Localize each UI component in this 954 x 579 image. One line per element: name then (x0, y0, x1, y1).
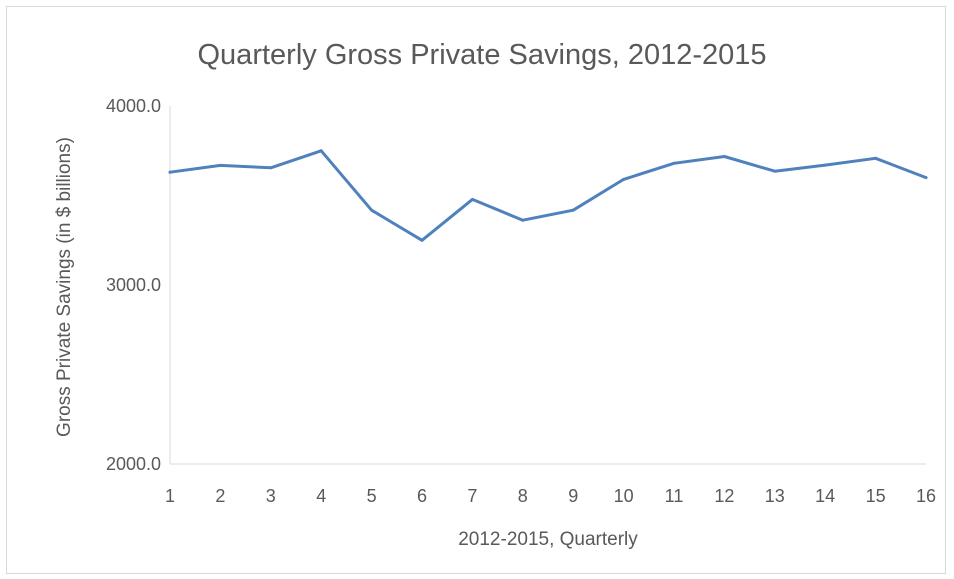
data-point (218, 163, 222, 167)
y-tick-label: 3000.0 (106, 275, 161, 295)
x-tick-label: 7 (467, 486, 477, 506)
x-tick-label: 14 (815, 486, 835, 506)
series-line (168, 149, 928, 242)
data-point (874, 156, 878, 160)
y-tick-label: 4000.0 (106, 96, 161, 116)
x-tick-label: 5 (367, 486, 377, 506)
x-tick-label: 9 (568, 486, 578, 506)
data-point (319, 149, 323, 153)
chart-area (6, 6, 946, 574)
y-tick-label: 2000.0 (106, 454, 161, 474)
x-tick-label: 3 (266, 486, 276, 506)
data-point (470, 197, 474, 201)
data-point (571, 208, 575, 212)
x-tick-label: 2 (215, 486, 225, 506)
x-tick-label: 15 (866, 486, 886, 506)
y-axis-label: Gross Private Savings (in $ billions) (54, 137, 75, 437)
data-point (773, 169, 777, 173)
chart-title: Quarterly Gross Private Savings, 2012-20… (198, 39, 767, 71)
data-point (924, 176, 928, 180)
data-point (622, 177, 626, 181)
x-tick-label: 8 (518, 486, 528, 506)
x-tick-label: 12 (714, 486, 734, 506)
data-point (269, 166, 273, 170)
x-tick-label: 11 (665, 486, 684, 506)
x-tick-label: 6 (417, 486, 427, 506)
x-tick-label: 16 (916, 486, 936, 506)
data-point (370, 208, 374, 212)
x-tick-label: 1 (165, 486, 175, 506)
data-point (521, 218, 525, 222)
x-tick-label: 13 (765, 486, 785, 506)
data-point (168, 170, 172, 174)
data-point (420, 238, 424, 242)
data-point (722, 154, 726, 158)
x-axis-label: 2012-2015, Quarterly (458, 529, 638, 550)
data-point (672, 161, 676, 165)
data-point (823, 163, 827, 167)
x-tick-label: 10 (614, 486, 634, 506)
x-tick-label: 4 (316, 486, 326, 506)
